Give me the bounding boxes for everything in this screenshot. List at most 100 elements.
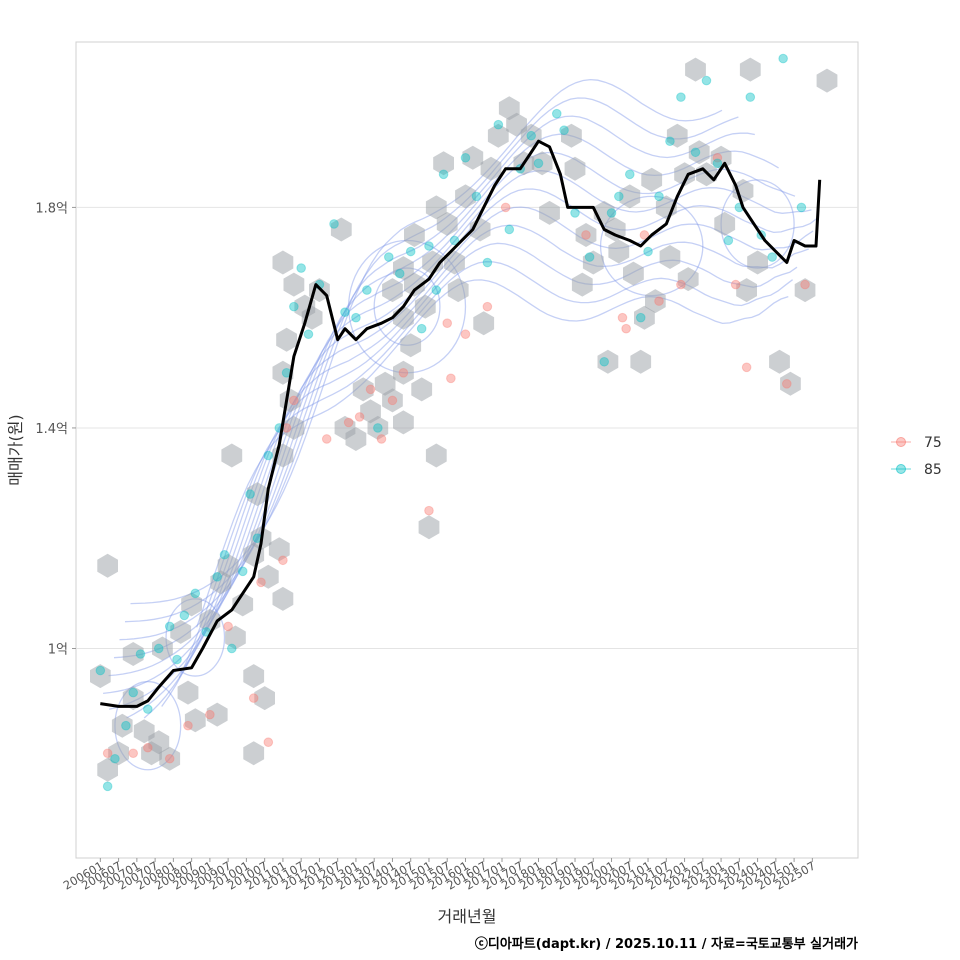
data-point-75 — [223, 621, 233, 632]
hexbin-cell — [148, 730, 170, 755]
hexbin-cell — [411, 377, 433, 402]
data-point-75 — [289, 395, 299, 406]
data-point-85 — [405, 246, 416, 257]
hexbin-cell — [739, 57, 761, 82]
data-point-75 — [376, 434, 387, 444]
hexbin-cell — [714, 211, 736, 236]
data-point-75 — [621, 323, 631, 334]
data-point-85 — [723, 235, 734, 246]
data-point-85 — [135, 649, 146, 659]
data-point-85 — [164, 621, 175, 632]
data-point-85 — [289, 301, 299, 312]
hexbin-cell — [816, 68, 838, 93]
density-contour — [103, 170, 812, 695]
hexbin-cell — [685, 57, 706, 82]
x-axis: 2006012006072007012007072008012008072009… — [61, 858, 818, 893]
hexbin-cell — [634, 305, 655, 330]
hexbin-cell — [367, 415, 389, 440]
hexbin-cell — [152, 636, 173, 661]
y-tick-label: 1.4억 — [35, 422, 68, 437]
density-contour — [126, 206, 814, 719]
data-point-85 — [584, 252, 595, 262]
data-point-75 — [730, 279, 741, 290]
hexbin-cell — [184, 708, 206, 733]
hexbin-cell — [90, 664, 111, 689]
data-point-75 — [102, 748, 113, 759]
data-point-85 — [226, 643, 237, 654]
plot-panel — [75, 41, 859, 859]
hexbin-cell — [436, 211, 458, 236]
data-point-85 — [431, 285, 442, 295]
hexbin-cell — [677, 267, 699, 292]
data-point-85 — [219, 549, 230, 560]
hexbin-cell — [666, 123, 688, 148]
hexbin-cell — [414, 294, 436, 319]
legend-entry-75[interactable]: 75 — [891, 435, 942, 451]
legend-label-75: 75 — [924, 435, 942, 451]
hexbin-cell — [674, 162, 695, 187]
data-point-75 — [676, 279, 686, 290]
data-point-75 — [128, 748, 139, 759]
hexbin-cell — [422, 250, 443, 275]
data-point-75 — [442, 318, 453, 328]
data-point-75 — [398, 368, 409, 378]
hexbin-cell — [619, 184, 641, 209]
hexbin-cell — [330, 217, 352, 242]
data-point-85 — [796, 202, 807, 213]
hexbin-cell — [206, 702, 228, 727]
hexbin-cell — [393, 256, 414, 281]
hexbin-cell — [531, 151, 553, 176]
hexbin-cell — [393, 410, 414, 435]
hexbin-cell — [794, 278, 816, 303]
hexbin-cell — [780, 371, 801, 396]
data-point-85 — [482, 257, 493, 268]
data-point-75 — [639, 230, 650, 240]
legend-entry-85[interactable]: 85 — [891, 462, 942, 478]
data-point-75 — [781, 379, 792, 389]
hexbin-cell — [480, 156, 502, 181]
data-point-85 — [362, 285, 372, 295]
data-point-75 — [263, 737, 274, 748]
hexbin-cell — [623, 261, 644, 286]
hexbin-cell — [272, 360, 294, 385]
hexbin-cell — [181, 592, 202, 617]
y-axis: 1억 1.4억 1.8억 — [35, 201, 76, 657]
hexbin-cell — [283, 272, 305, 297]
hexbin-cell — [400, 333, 422, 358]
source-caption: ⓒ디아파트(dapt.kr) / 2025.10.11 / 자료=국토교통부 실… — [475, 936, 858, 952]
data-point-75 — [183, 720, 193, 731]
data-point-75 — [617, 312, 628, 323]
hexbin-cell — [97, 553, 118, 578]
hexbin-cell — [257, 564, 279, 589]
hexbin-cell — [382, 278, 403, 303]
hexbin-cell — [111, 713, 133, 738]
data-point-75 — [581, 230, 591, 240]
hexbin-cell — [247, 482, 268, 507]
data-point-75 — [387, 395, 398, 406]
hexbin-cell — [225, 625, 246, 650]
data-point-75 — [248, 693, 259, 703]
data-point-85 — [373, 423, 383, 433]
data-point-75 — [278, 555, 288, 566]
hexbin-cell — [539, 200, 560, 225]
data-point-75 — [365, 384, 376, 395]
data-point-85 — [190, 588, 201, 599]
hexbin-cell — [433, 151, 454, 176]
hexbin-cell — [732, 178, 754, 203]
y-tick-label: 1억 — [48, 642, 68, 657]
legend-key-75 — [896, 437, 906, 447]
data-point-85 — [143, 704, 153, 714]
data-point-85 — [263, 450, 274, 461]
data-point-75 — [800, 279, 810, 290]
data-point-85 — [340, 307, 350, 317]
hexbin-cell — [276, 327, 297, 352]
data-point-85 — [614, 191, 624, 202]
hexbin-cell — [688, 140, 710, 165]
y-tick-label: 1.8억 — [35, 201, 68, 216]
data-point-85 — [449, 235, 460, 246]
data-point-85 — [701, 75, 712, 86]
data-point-85 — [643, 246, 653, 257]
density-contour — [161, 242, 798, 707]
data-point-85 — [712, 158, 723, 169]
